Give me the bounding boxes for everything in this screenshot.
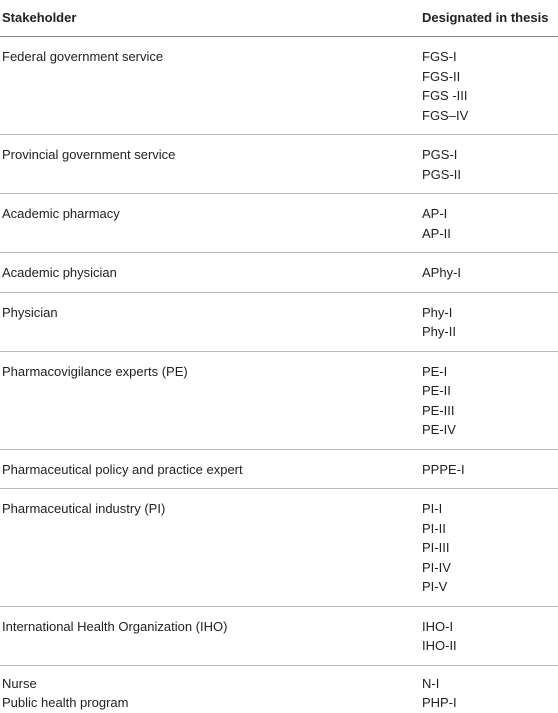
table-row: Physician Phy-I Phy-II (0, 292, 558, 352)
table-row: Pharmaceutical industry (PI) PI-I PI-II PI-… (0, 488, 558, 607)
designation-cell: FGS-I FGS-II FGS -III FGS–IV (420, 36, 558, 135)
designation: PI-V (422, 579, 448, 594)
stakeholder: Federal government service (2, 49, 164, 64)
designation-cell: IHO-I IHO-II (420, 606, 558, 666)
designation: PGS-I (422, 147, 458, 162)
designation: PI-I (422, 501, 443, 516)
header-cell: Stakeholder (0, 0, 420, 37)
table-row: International Health Organization (IHO) I… (0, 606, 558, 666)
stakeholder: Academic pharmacy (2, 206, 120, 221)
designation-cell: PI-I PI-II PI-III PI-IV PI-V (420, 488, 558, 607)
designation: PE-II (422, 383, 451, 398)
table-body: Federal government service FGS-I FGS-II FGS… (0, 36, 558, 713)
designation: PPPE-I (422, 461, 465, 477)
stakeholder-cell: Academic physician (0, 252, 420, 293)
designation: Phy-I (422, 304, 453, 320)
stakeholder: Pharmaceutical industry (PI) (2, 501, 166, 516)
designation: PI-IV (422, 559, 451, 575)
header-cell: Designated in thesis (420, 0, 558, 37)
designation: IHO-I (422, 618, 454, 634)
designation-cell: Phy-I Phy-II (420, 292, 558, 352)
table-row: Pharmacovigilance experts (PE) PE-I PE-II P… (0, 351, 558, 450)
table-row: Provincial government service PGS-I PGS-II (0, 134, 558, 194)
designation: PE-III (422, 402, 455, 418)
stakeholder-cell: Provincial government service (0, 134, 420, 194)
stakeholder: International Health Organization (IHO) (2, 618, 228, 634)
designation: PE-IV (422, 422, 456, 437)
designation: PGS-II (422, 166, 462, 182)
designation: FGS-II (422, 68, 461, 84)
designation-cell: PPPE-I (420, 449, 558, 489)
stakeholder: Public health program (2, 695, 129, 710)
designation-cell: APhy-I (420, 252, 558, 293)
stakeholder-cell: Pharmaceutical policy and practice exper… (0, 449, 420, 489)
stakeholder-cell: Federal government service (0, 36, 420, 135)
stakeholder-cell: Academic pharmacy (0, 193, 420, 253)
designation: Phy-II (422, 324, 456, 339)
designation-cell: AP-I AP-II (420, 193, 558, 253)
designation: N-I (422, 675, 440, 691)
stakeholder-cell: Public health program (0, 693, 420, 713)
designation-cell: PE-I PE-II PE-III PE-IV (420, 351, 558, 450)
designation: IHO-II (422, 638, 457, 653)
table-row: Pharmaceutical policy and practice exper… (0, 449, 558, 489)
designation: FGS–IV (422, 107, 469, 123)
designation-cell: PGS-I PGS-II (420, 134, 558, 194)
designation: PI-III (422, 540, 450, 555)
stakeholder: Pharmaceutical policy and practice exper… (2, 461, 243, 477)
stakeholder-cell: International Health Organization (IHO) (0, 606, 420, 666)
designation: FGS-I (422, 49, 457, 64)
stakeholder: Nurse (2, 675, 37, 691)
table-row: Academic pharmacy AP-I AP-II (0, 193, 558, 253)
table-row: Public health program PHP-I (0, 693, 558, 713)
stakeholder: Physician (2, 304, 58, 320)
stakeholder-cell: Pharmacovigilance experts (PE) (0, 351, 420, 450)
stakeholder: Academic physician (2, 265, 117, 280)
designation: AP-I (422, 206, 448, 221)
designation: PI-II (422, 520, 446, 536)
stakeholder-cell: Pharmaceutical industry (PI) (0, 488, 420, 607)
designation: AP-II (422, 225, 451, 241)
designation: FGS -III (422, 88, 468, 103)
table-row: Nurse N-I (0, 665, 558, 693)
designation-cell: PHP-I (420, 693, 558, 713)
designation: APhy-I (422, 265, 462, 280)
stakeholder-cell: Nurse (0, 665, 420, 693)
designation: PHP-I (422, 695, 457, 710)
stakeholder-cell: Physician (0, 292, 420, 352)
table-row: Federal government service FGS-I FGS-II FGS… (0, 36, 558, 135)
table-row: Academic physician APhy-I (0, 252, 558, 293)
stakeholder: Pharmacovigilance experts (PE) (2, 363, 188, 379)
designation: PE-I (422, 363, 448, 379)
header-row: Stakeholder Designated in thesis (0, 0, 558, 37)
stakeholder: Provincial government service (2, 147, 176, 162)
designation-cell: N-I (420, 665, 558, 693)
